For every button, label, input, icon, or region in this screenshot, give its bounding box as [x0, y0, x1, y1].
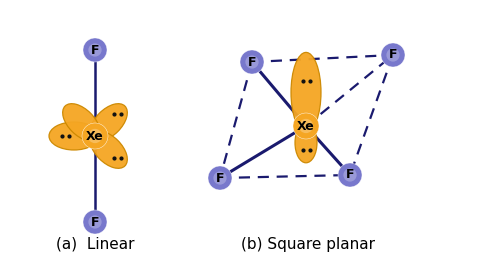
Text: F: F: [248, 55, 256, 68]
Circle shape: [208, 166, 232, 190]
Circle shape: [214, 171, 226, 185]
Circle shape: [381, 43, 405, 67]
Ellipse shape: [63, 104, 100, 141]
Text: F: F: [91, 215, 99, 229]
Circle shape: [83, 210, 107, 234]
Text: (a)  Linear: (a) Linear: [56, 237, 134, 252]
Text: Xe: Xe: [86, 130, 104, 143]
Ellipse shape: [90, 104, 127, 141]
Circle shape: [82, 123, 108, 149]
Circle shape: [338, 163, 362, 187]
Circle shape: [88, 215, 101, 229]
Circle shape: [387, 48, 400, 62]
Text: F: F: [346, 168, 354, 182]
Circle shape: [88, 43, 101, 56]
Ellipse shape: [291, 52, 321, 133]
Text: (b) Square planar: (b) Square planar: [241, 237, 375, 252]
Ellipse shape: [295, 123, 317, 163]
Text: F: F: [91, 44, 99, 56]
Ellipse shape: [49, 122, 99, 150]
Ellipse shape: [90, 131, 127, 168]
Text: F: F: [216, 172, 224, 185]
Circle shape: [299, 119, 313, 133]
Circle shape: [293, 113, 319, 139]
Text: F: F: [389, 49, 397, 62]
Circle shape: [245, 55, 259, 69]
Circle shape: [88, 129, 102, 143]
Circle shape: [83, 38, 107, 62]
Circle shape: [240, 50, 264, 74]
Circle shape: [343, 168, 357, 182]
Text: Xe: Xe: [297, 120, 315, 133]
